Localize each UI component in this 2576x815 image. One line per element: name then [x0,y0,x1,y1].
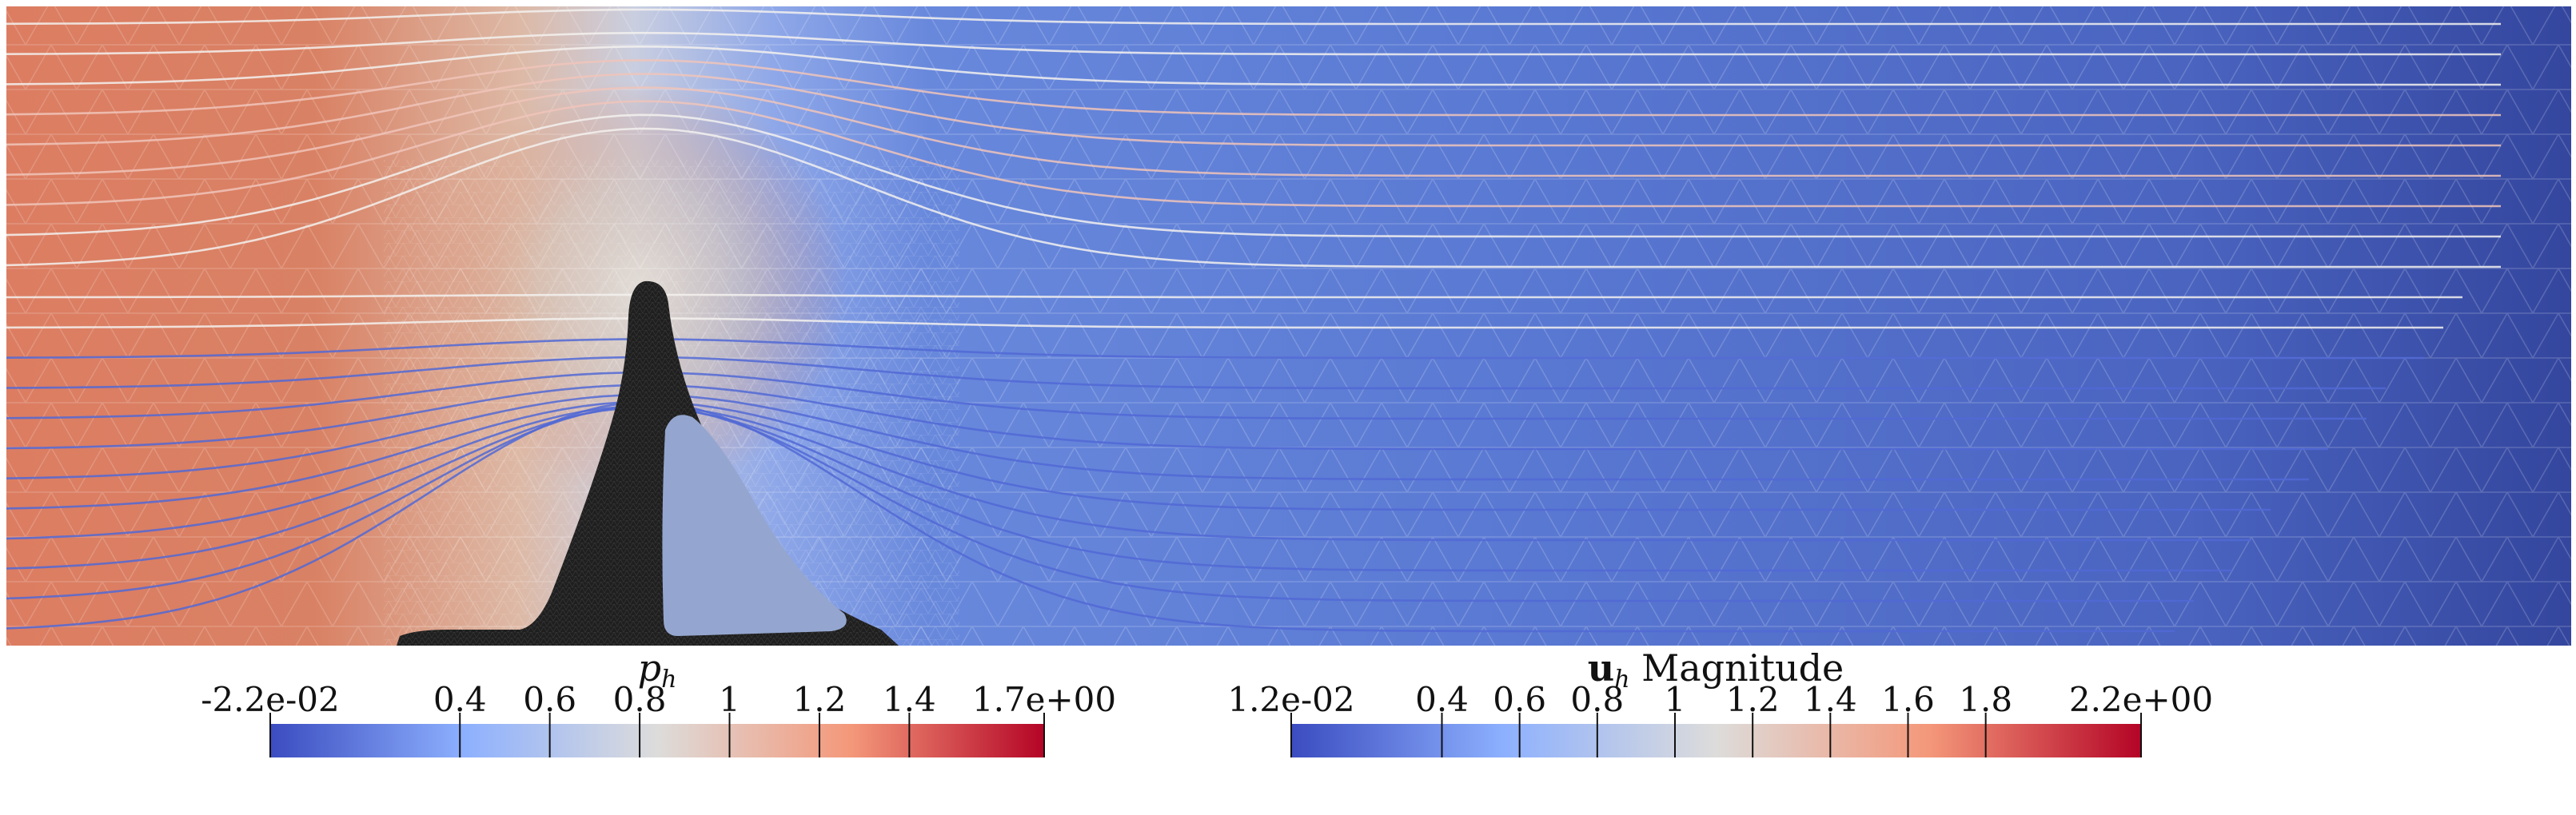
streamline [6,317,2443,329]
streamline [6,45,2501,86]
colorbar-tick-label: 1 [1665,680,1686,719]
colorbar-tick-label: 1.2 [1726,680,1780,719]
obstacle-hole [662,415,847,636]
obstacle [397,280,899,646]
colorbar-tick-label: 0.4 [1415,680,1469,719]
streamline [6,384,2328,451]
colorbar-title: uh Magnitude [1588,646,1844,694]
streamline [6,8,2501,26]
colorbar-tick-label: 1 [719,680,740,719]
streamline [6,400,2271,511]
streamline [6,86,2501,177]
colorbar-ramp [1291,724,2141,757]
colorbar-tick-label: 1.4 [1804,680,1857,719]
streamline [6,59,2501,117]
colorbar-tick-label: 1.2e-02 [1227,680,1354,719]
streamline [6,127,2501,268]
streamline [6,293,2462,299]
streamline [6,73,2501,147]
streamline [6,401,2175,633]
streamline [6,338,2424,360]
colorbar-tick-label: 0.4 [433,680,487,719]
streamline [6,404,2251,542]
colorbar-tick-label: 0.6 [523,680,576,719]
streamlines [6,8,2501,633]
colorbar-tick-label: 1.4 [883,680,936,719]
streamline [6,393,2309,481]
streamline [6,406,2232,572]
colorbar-tick-label: 1.8 [1959,680,2012,719]
streamline [6,100,2501,208]
streamline [6,371,2367,420]
colorbar-tick-label: 1.6 [1881,680,1935,719]
colorbar-tick-label: 1.2 [793,680,847,719]
colorbar-ramp [270,724,1044,757]
colorbar-velocity-magnitude: uh Magnitude 1.2e-02 0.4 0.6 0.8 1 1.2 1.4 1.6 1.… [1227,646,2213,757]
flow-field [6,6,2571,646]
colorbar-title: ph [638,646,677,694]
streamline [6,113,2501,238]
streamline [6,356,2386,390]
colorbar-tick-label: 0.8 [1570,680,1624,719]
colorbar-tick-label: 1.7e+00 [972,680,1116,719]
colorbar-pressure: ph -2.2e-02 0.4 0.6 0.8 1 1.2 1.4 1.7e+00 [201,646,1116,757]
colorbar-tick-label: 0.8 [613,680,667,719]
colorbar-tick-label: 2.2e+00 [2069,680,2213,719]
streamline [6,31,2501,56]
streamline [6,405,2194,602]
colorbar-tick-label: 0.6 [1493,680,1546,719]
colorbar-tick-label: -2.2e-02 [201,680,339,719]
